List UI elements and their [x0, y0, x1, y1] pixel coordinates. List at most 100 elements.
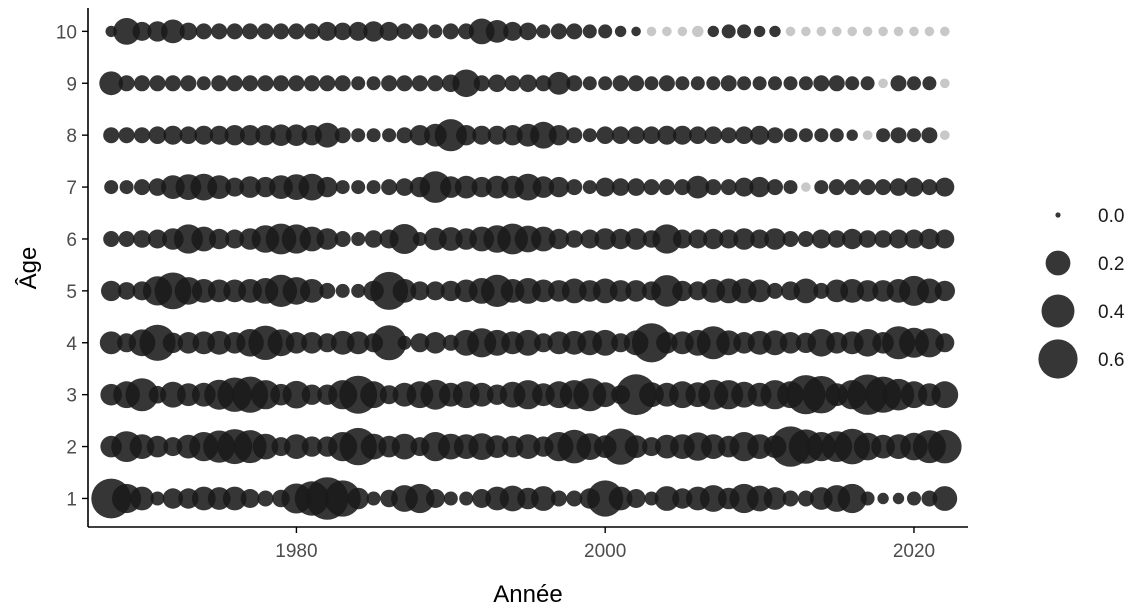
- data-point: [582, 180, 597, 195]
- data-point: [907, 76, 921, 91]
- data-point: [364, 230, 383, 248]
- y-tick-label: 2: [66, 438, 77, 459]
- data-point: [389, 224, 420, 254]
- data-point: [716, 330, 742, 356]
- data-point: [550, 490, 567, 507]
- data-point: [914, 328, 945, 358]
- data-point: [488, 74, 506, 93]
- data-point: [874, 230, 892, 248]
- data-point: [876, 128, 891, 143]
- data-point: [150, 491, 165, 506]
- data-point: [611, 126, 630, 144]
- data-point: [257, 23, 274, 40]
- data-point: [317, 176, 338, 198]
- data-point: [877, 492, 889, 505]
- data-point: [762, 330, 788, 356]
- data-point: [410, 281, 430, 301]
- data-point: [904, 177, 924, 197]
- data-point: [816, 26, 827, 37]
- data-point: [371, 325, 407, 361]
- data-point: [658, 179, 675, 196]
- data-point: [303, 75, 320, 92]
- data-point: [255, 125, 276, 146]
- data-point: [768, 76, 782, 91]
- x-tick-label: 1980: [275, 541, 317, 562]
- data-point: [179, 22, 198, 41]
- data-point: [706, 76, 721, 91]
- data-point: [735, 126, 753, 144]
- data-point: [273, 23, 289, 40]
- data-point: [348, 21, 368, 41]
- data-point: [351, 128, 366, 143]
- data-point: [194, 125, 214, 145]
- data-point: [471, 176, 492, 198]
- data-point: [651, 275, 683, 307]
- data-point: [814, 128, 829, 143]
- data-point: [113, 18, 140, 45]
- data-point: [582, 24, 597, 39]
- data-point: [705, 179, 722, 196]
- data-point: [285, 124, 308, 146]
- data-point: [515, 329, 541, 356]
- y-tick-label: 8: [66, 126, 77, 147]
- data-point: [657, 125, 677, 145]
- data-point: [828, 230, 846, 248]
- data-point: [690, 76, 705, 91]
- legend-label: 0.2: [1098, 254, 1124, 275]
- data-point: [550, 23, 567, 40]
- legend-swatch: [1055, 212, 1061, 218]
- data-point: [300, 279, 324, 303]
- data-point: [396, 127, 413, 144]
- data-point: [844, 179, 861, 196]
- data-point: [469, 382, 494, 407]
- legend-swatch: [1038, 339, 1078, 379]
- data-point: [720, 179, 737, 196]
- data-point: [101, 280, 122, 302]
- legend-label: 0.0: [1098, 206, 1124, 227]
- data-point: [935, 177, 955, 197]
- data-point: [658, 75, 675, 92]
- data-point: [797, 490, 814, 507]
- data-point: [595, 177, 615, 197]
- data-point: [396, 75, 413, 92]
- data-point: [443, 491, 458, 506]
- data-point: [785, 26, 796, 37]
- data-point: [921, 127, 938, 144]
- data-point: [351, 232, 366, 246]
- data-point: [842, 228, 863, 250]
- data-point: [427, 75, 444, 92]
- data-point: [419, 171, 452, 203]
- data-point: [940, 130, 950, 140]
- data-point: [719, 229, 739, 249]
- x-axis-title: Année: [493, 581, 562, 608]
- data-point: [798, 128, 813, 143]
- data-point: [301, 436, 323, 457]
- x-tick-label: 2020: [893, 541, 935, 562]
- data-point: [890, 75, 907, 92]
- data-point: [646, 26, 657, 37]
- data-point: [860, 76, 875, 91]
- data-point: [692, 25, 704, 38]
- legend-swatch: [1045, 250, 1071, 276]
- data-point: [366, 491, 381, 506]
- data-point: [333, 22, 352, 41]
- data-point: [379, 21, 399, 41]
- data-point: [737, 76, 752, 91]
- x-tick-label: 2000: [584, 541, 626, 562]
- data-point: [360, 381, 387, 409]
- data-point: [99, 71, 124, 96]
- data-point: [347, 487, 370, 510]
- data-point: [148, 229, 167, 249]
- data-point: [643, 179, 660, 196]
- data-point: [485, 20, 509, 43]
- data-point: [324, 480, 361, 517]
- data-point: [782, 231, 799, 247]
- data-point: [162, 488, 184, 509]
- legend-swatch: [1041, 294, 1075, 328]
- y-tick-label: 1: [66, 489, 77, 510]
- data-point: [764, 228, 786, 250]
- data-point: [625, 228, 647, 250]
- data-point: [515, 434, 541, 459]
- data-point: [626, 489, 646, 508]
- data-point: [767, 179, 783, 196]
